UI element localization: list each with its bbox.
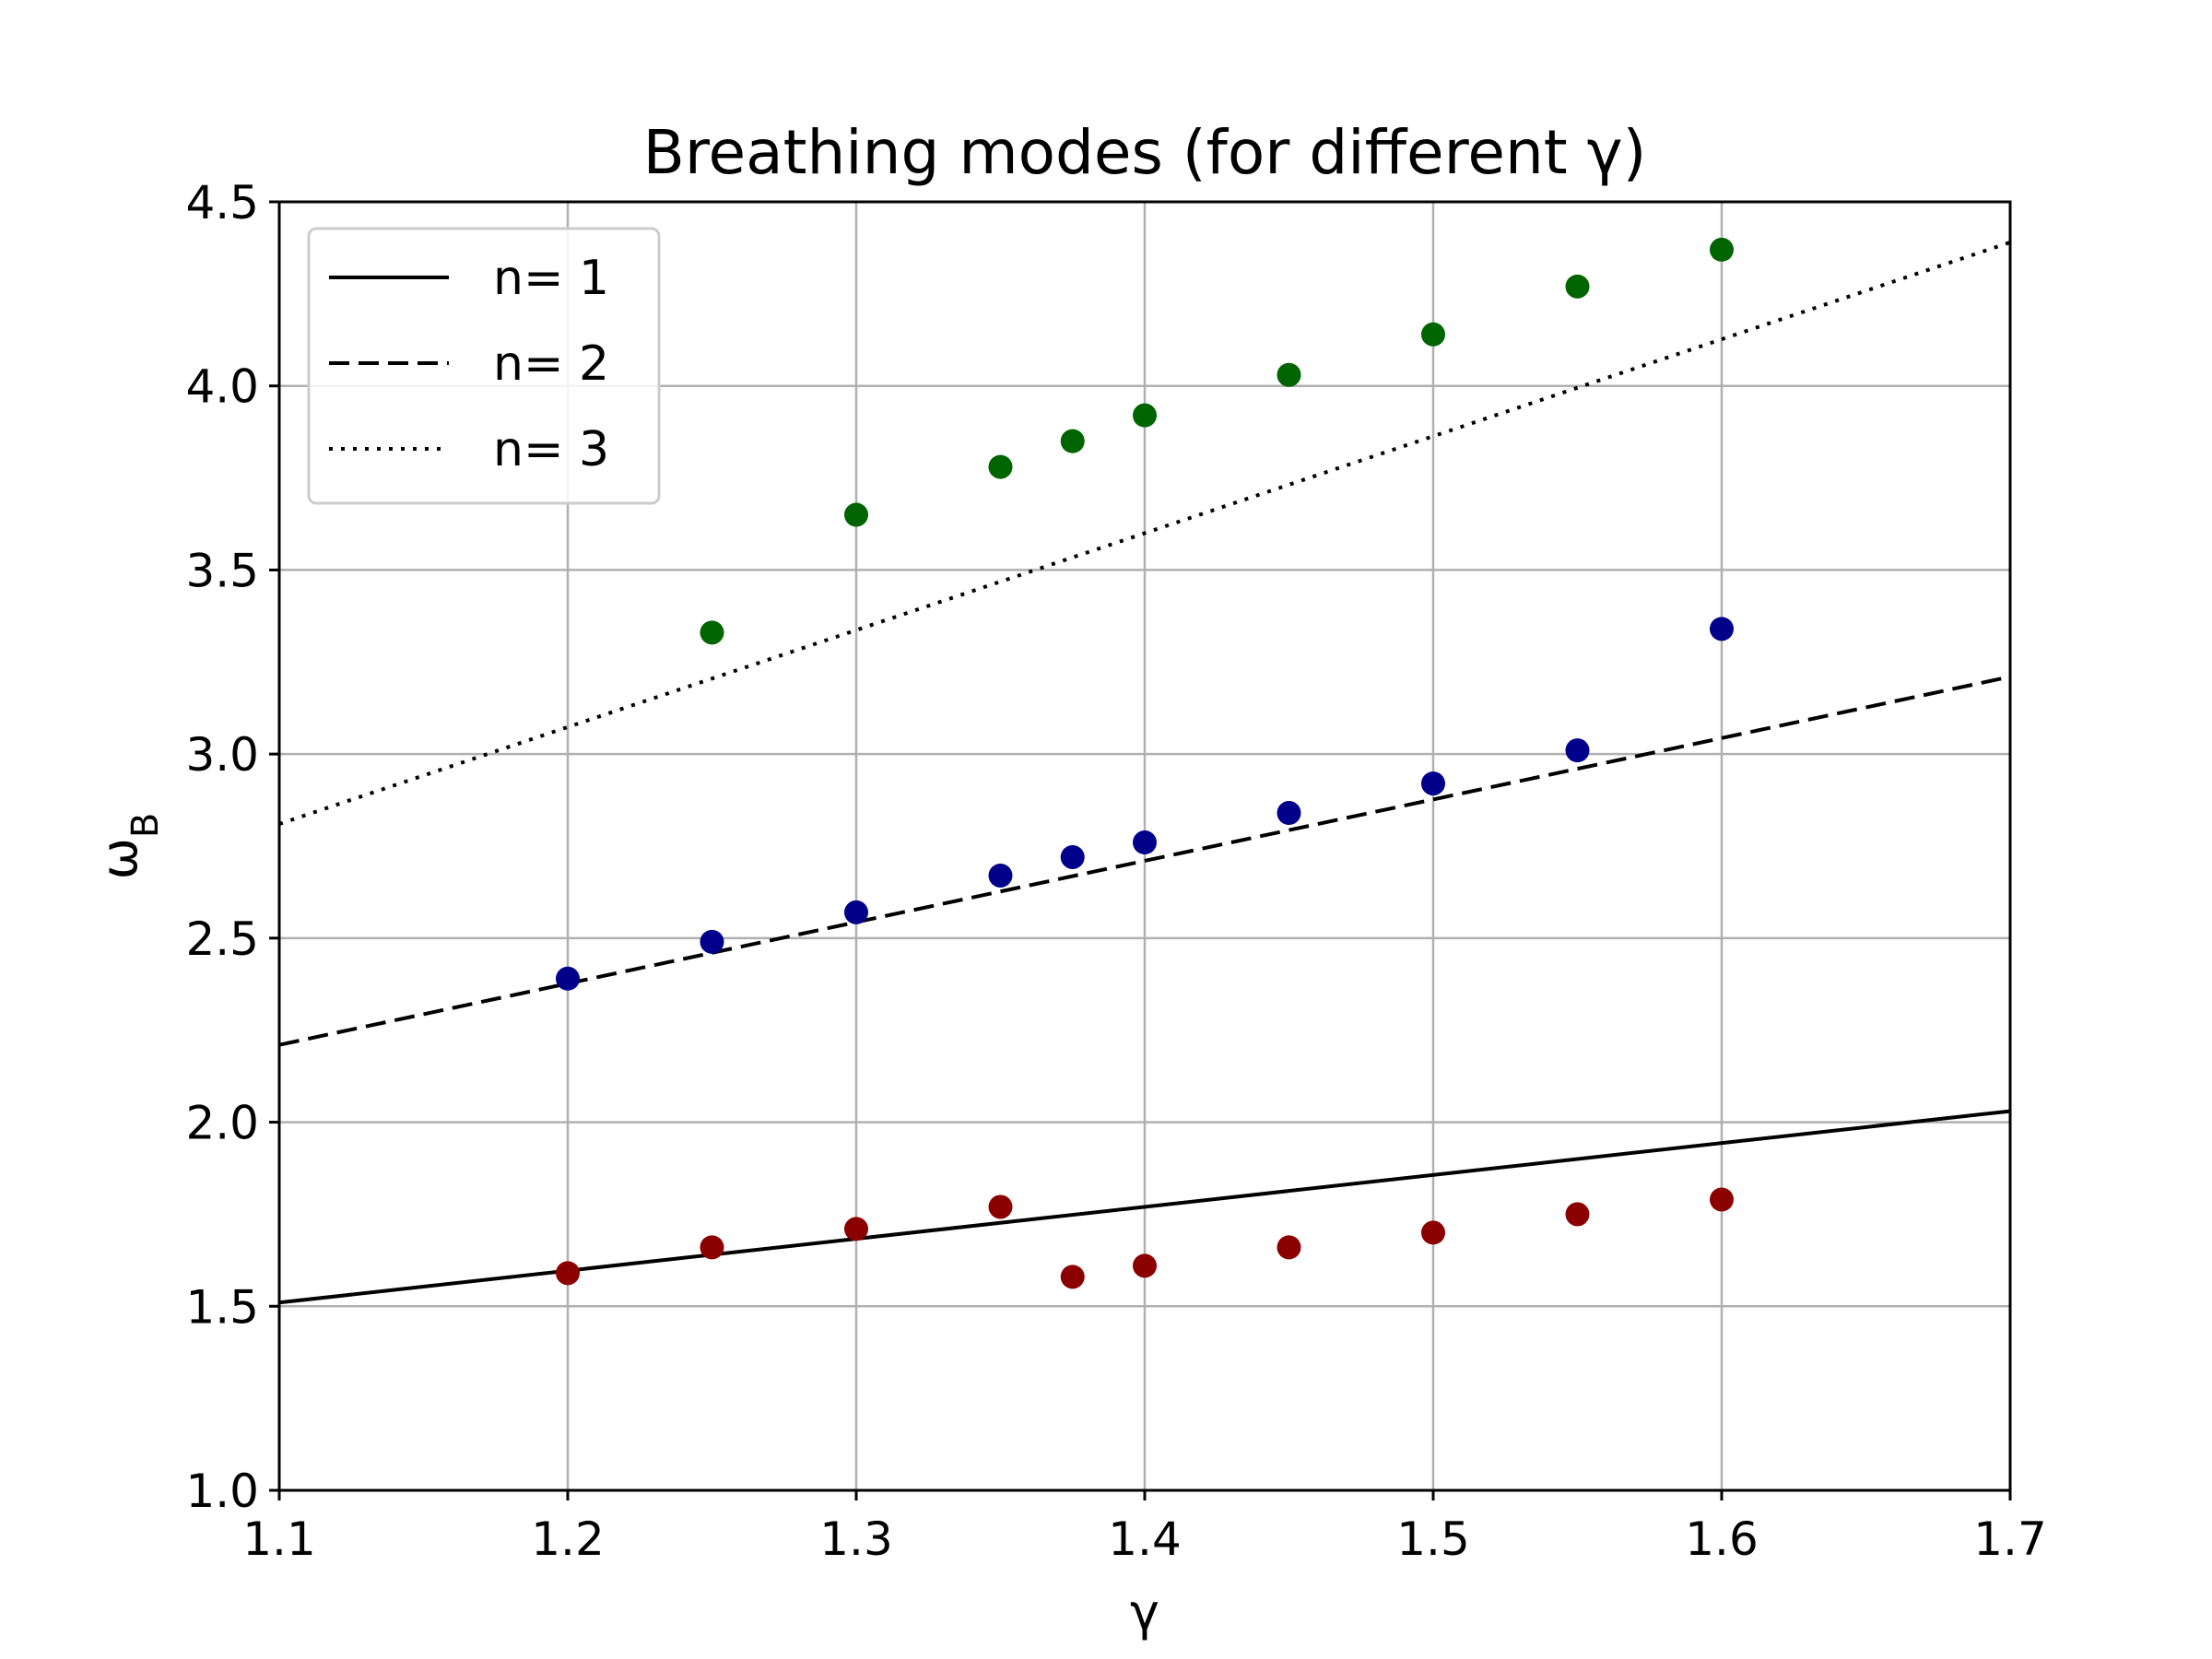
data-point xyxy=(1421,1220,1445,1245)
data-point xyxy=(556,1261,580,1286)
y-tick-label: 1.0 xyxy=(185,1465,259,1518)
data-point xyxy=(844,1217,868,1241)
data-point xyxy=(1133,830,1157,855)
data-point xyxy=(1565,274,1590,299)
legend-label: n= 3 xyxy=(493,422,609,477)
x-tick-label: 1.6 xyxy=(1685,1512,1759,1566)
y-tick-label: 2.5 xyxy=(185,912,259,966)
y-tick-label: 1.5 xyxy=(185,1280,259,1334)
y-axis-label-sub: B xyxy=(124,813,167,838)
y-tick-label: 3.5 xyxy=(185,544,259,597)
series-line xyxy=(278,241,2011,826)
y-tick-label: 4.5 xyxy=(185,176,259,229)
data-point xyxy=(1565,738,1590,763)
data-point xyxy=(700,929,724,954)
x-tick-label: 1.4 xyxy=(1108,1512,1182,1566)
data-point xyxy=(844,900,868,924)
data-point xyxy=(1710,1187,1734,1212)
x-tick-label: 1.5 xyxy=(1396,1512,1470,1566)
data-point xyxy=(1060,844,1085,869)
data-point xyxy=(1565,1202,1590,1227)
data-point xyxy=(1277,362,1301,387)
data-point xyxy=(1710,237,1734,262)
data-point xyxy=(556,966,580,991)
scatter-points xyxy=(556,237,1734,1289)
data-point xyxy=(1060,429,1085,453)
data-point xyxy=(1133,403,1157,428)
data-point xyxy=(988,454,1013,479)
y-tick-label: 3.0 xyxy=(185,728,259,782)
legend-label: n= 1 xyxy=(493,251,609,306)
legend-box xyxy=(307,227,661,505)
legend: n= 1 n= 2 n= 3 xyxy=(307,227,661,505)
x-axis-label: γ xyxy=(1130,1583,1159,1641)
data-point xyxy=(1277,801,1301,826)
data-point xyxy=(700,620,724,645)
y-tick-label: 4.0 xyxy=(185,360,259,414)
data-point xyxy=(1710,617,1734,641)
data-point xyxy=(1133,1253,1157,1278)
x-tick-label: 1.2 xyxy=(531,1512,605,1566)
legend-label: n= 2 xyxy=(493,336,609,392)
data-point xyxy=(1060,1265,1085,1289)
axis-ticks: 1.1 1.2 1.3 1.4 1.5 1.6 1.7 1.0 1.5 2.0 2.5 3.0 3.5 4… xyxy=(185,176,2046,1566)
data-point xyxy=(1277,1235,1301,1260)
data-point xyxy=(844,502,868,527)
y-tick-label: 2.0 xyxy=(185,1097,259,1150)
data-point xyxy=(988,1194,1013,1219)
data-point xyxy=(1421,322,1445,347)
x-tick-label: 1.3 xyxy=(819,1512,893,1566)
data-point xyxy=(988,863,1013,888)
x-tick-label: 1.7 xyxy=(1973,1512,2047,1566)
y-axis-label-main: ω xyxy=(90,838,148,879)
x-tick-label: 1.1 xyxy=(242,1512,316,1566)
y-axis-label: ωB xyxy=(90,813,167,880)
data-point xyxy=(700,1235,724,1260)
data-point xyxy=(1421,771,1445,796)
chart-title: Breathing modes (for different γ) xyxy=(643,117,1647,188)
